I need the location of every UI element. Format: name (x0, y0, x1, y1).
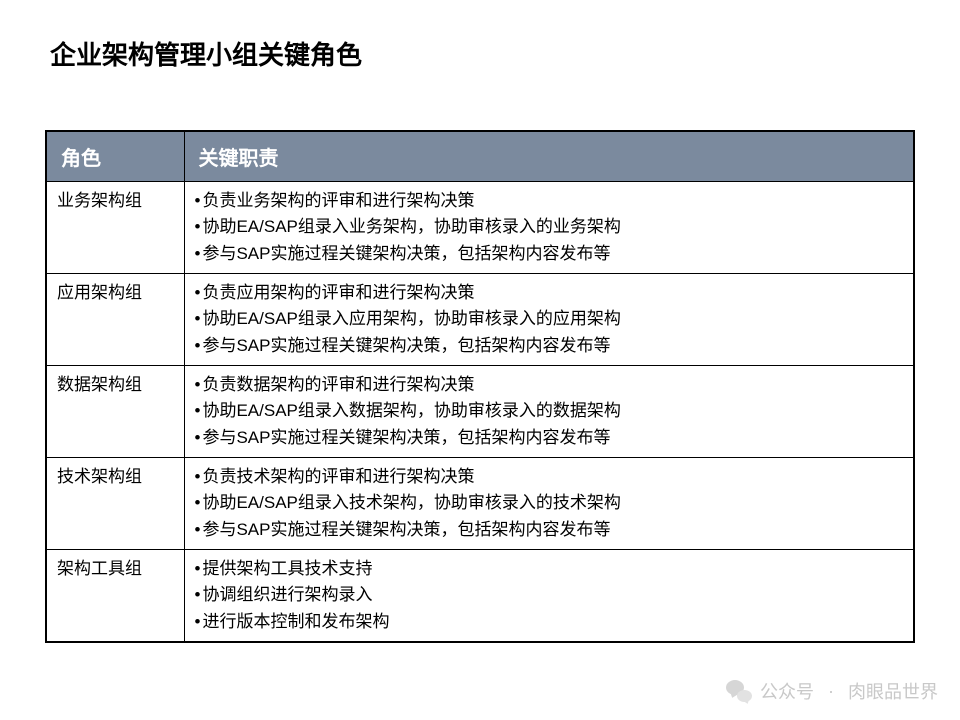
table-row: 技术架构组负责技术架构的评审和进行架构决策协助EA/SAP组录入技术架构，协助审… (46, 458, 914, 550)
table-row: 数据架构组负责数据架构的评审和进行架构决策协助EA/SAP组录入数据架构，协助审… (46, 366, 914, 458)
role-cell: 技术架构组 (46, 458, 184, 550)
duty-item: 参与SAP实施过程关键架构决策，包括架构内容发布等 (195, 425, 904, 451)
watermark-name: 肉眼品世界 (848, 678, 938, 704)
roles-table: 角色 关键职责 业务架构组负责业务架构的评审和进行架构决策协助EA/SAP组录入… (45, 130, 915, 643)
duty-item: 协助EA/SAP组录入数据架构，协助审核录入的数据架构 (195, 398, 904, 424)
duty-item: 协助EA/SAP组录入业务架构，协助审核录入的业务架构 (195, 214, 904, 240)
duties-cell: 负责数据架构的评审和进行架构决策协助EA/SAP组录入数据架构，协助审核录入的数… (184, 366, 914, 458)
role-cell: 架构工具组 (46, 550, 184, 643)
table-row: 应用架构组负责应用架构的评审和进行架构决策协助EA/SAP组录入应用架构，协助审… (46, 274, 914, 366)
duty-item: 提供架构工具技术支持 (195, 556, 904, 582)
duties-cell: 负责应用架构的评审和进行架构决策协助EA/SAP组录入应用架构，协助审核录入的应… (184, 274, 914, 366)
duty-item: 协助EA/SAP组录入应用架构，协助审核录入的应用架构 (195, 306, 904, 332)
table-row: 业务架构组负责业务架构的评审和进行架构决策协助EA/SAP组录入业务架构，协助审… (46, 182, 914, 274)
duties-cell: 提供架构工具技术支持协调组织进行架构录入进行版本控制和发布架构 (184, 550, 914, 643)
duty-item: 协助EA/SAP组录入技术架构，协助审核录入的技术架构 (195, 490, 904, 516)
table-header-row: 角色 关键职责 (46, 131, 914, 182)
duty-item: 负责数据架构的评审和进行架构决策 (195, 372, 904, 398)
page-title: 企业架构管理小组关键角色 (50, 35, 362, 72)
col-header-role: 角色 (46, 131, 184, 182)
duty-item: 负责应用架构的评审和进行架构决策 (195, 280, 904, 306)
table-row: 架构工具组提供架构工具技术支持协调组织进行架构录入进行版本控制和发布架构 (46, 550, 914, 643)
col-header-duties: 关键职责 (184, 131, 914, 182)
duty-item: 参与SAP实施过程关键架构决策，包括架构内容发布等 (195, 333, 904, 359)
duty-item: 参与SAP实施过程关键架构决策，包括架构内容发布等 (195, 241, 904, 267)
duties-cell: 负责技术架构的评审和进行架构决策协助EA/SAP组录入技术架构，协助审核录入的技… (184, 458, 914, 550)
watermark-separator: · (828, 681, 834, 702)
duties-cell: 负责业务架构的评审和进行架构决策协助EA/SAP组录入业务架构，协助审核录入的业… (184, 182, 914, 274)
watermark-prefix: 公众号 (760, 678, 814, 704)
duty-item: 负责技术架构的评审和进行架构决策 (195, 464, 904, 490)
role-cell: 应用架构组 (46, 274, 184, 366)
role-cell: 数据架构组 (46, 366, 184, 458)
role-cell: 业务架构组 (46, 182, 184, 274)
watermark: 公众号 · 肉眼品世界 (726, 678, 938, 704)
duty-item: 参与SAP实施过程关键架构决策，包括架构内容发布等 (195, 517, 904, 543)
duty-item: 进行版本控制和发布架构 (195, 609, 904, 635)
duty-item: 协调组织进行架构录入 (195, 582, 904, 608)
wechat-icon (726, 680, 752, 702)
roles-table-wrapper: 角色 关键职责 业务架构组负责业务架构的评审和进行架构决策协助EA/SAP组录入… (45, 130, 915, 643)
duty-item: 负责业务架构的评审和进行架构决策 (195, 188, 904, 214)
